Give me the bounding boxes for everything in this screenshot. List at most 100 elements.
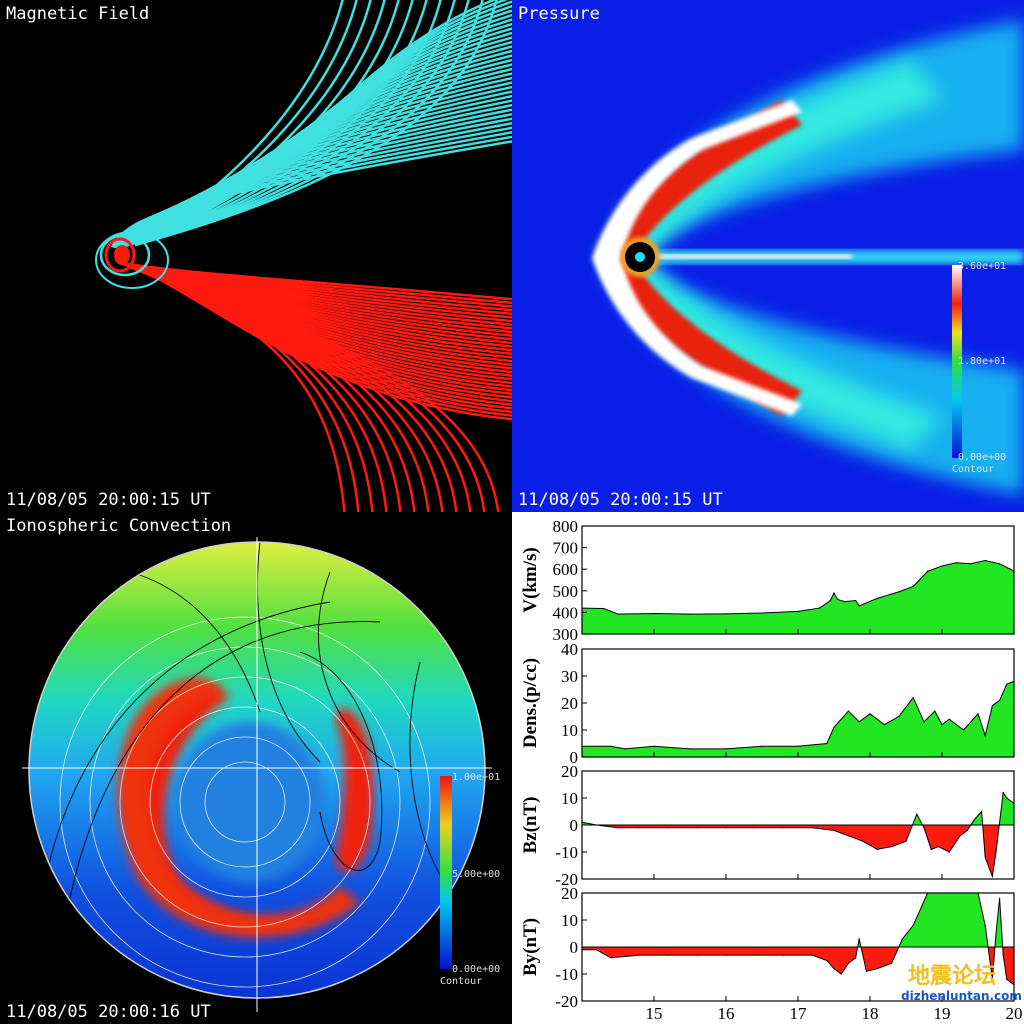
data-point: [869, 713, 871, 715]
magnetic-field-lines: [95, 0, 512, 512]
data-point: [754, 954, 756, 956]
ionosphere-timestamp: 11/08/05 20:00:16 UT: [6, 1002, 211, 1022]
data-point: [991, 978, 993, 980]
data-point: [977, 713, 979, 715]
data-point: [1006, 683, 1008, 685]
data-point: [963, 729, 965, 731]
ionosphere-colorbar-min: 0.00e+00: [452, 964, 500, 975]
north-field-line: [134, 0, 386, 247]
ionospheric-convection-panel: 1.00e+01 5.00e+00 0.00e+00 Contour Ionos…: [0, 512, 512, 1024]
magnetic-field-panel: Magnetic Field 11/08/05 20:00:15 UT: [0, 0, 512, 512]
data-point: [603, 607, 605, 610]
y-axis-label: V(km/s): [520, 547, 541, 612]
data-point: [898, 715, 900, 718]
data-point: [973, 819, 975, 821]
data-point: [811, 827, 813, 829]
north-field-line: [134, 0, 442, 247]
y-tick-label: 500: [553, 582, 579, 601]
data-point: [981, 810, 983, 813]
y-tick-label: 0: [570, 748, 579, 767]
pressure-colorbar-max: 3.60e+01: [958, 261, 1006, 272]
north-field-line: [134, 0, 456, 247]
data-point: [912, 585, 914, 588]
data-point: [876, 968, 878, 970]
data-point: [927, 570, 929, 572]
pressure-colorbar-label: Contour: [952, 464, 994, 475]
north-field-line: [134, 0, 414, 247]
north-field-line: [134, 0, 484, 247]
y-tick-label: 10: [561, 721, 578, 740]
data-point: [999, 897, 1001, 899]
y-tick-label: 400: [553, 603, 579, 622]
ionosphere-colorbar-max: 1.00e+01: [452, 772, 500, 783]
data-point: [667, 954, 669, 956]
positive-area: [582, 893, 1014, 947]
data-point: [797, 610, 799, 612]
subplot-2: -20 -10 0 10 20 Bz(nT): [520, 762, 1015, 889]
y-tick-label: 800: [553, 517, 579, 536]
data-point: [999, 699, 1001, 701]
data-point: [970, 563, 972, 565]
x-tick-label: 19: [934, 1004, 951, 1023]
data-point: [1006, 978, 1008, 980]
north-field-line: [134, 0, 344, 247]
data-point: [837, 598, 839, 601]
data-point: [829, 599, 831, 602]
data-point: [999, 563, 1001, 565]
data-point: [858, 605, 860, 607]
data-point: [833, 968, 835, 970]
north-field-line: [134, 0, 400, 247]
data-point: [783, 954, 785, 956]
ionosphere-colorbar-label: Contour: [440, 976, 482, 987]
y-axis-label: By(nT): [520, 918, 541, 976]
data-point: [930, 848, 932, 850]
data-point: [984, 734, 986, 736]
y-tick-label: 0: [570, 938, 579, 957]
data-point: [883, 724, 885, 726]
data-point: [783, 827, 785, 829]
data-point: [610, 745, 612, 747]
data-point: [948, 851, 950, 853]
negative-area: [582, 825, 1014, 877]
ionosphere-map: 1.00e+01 5.00e+00 0.00e+00 Contour: [22, 537, 500, 1012]
data-point: [898, 591, 900, 593]
series-line: [581, 560, 1015, 615]
north-field-line: [134, 0, 470, 247]
pressure-colorbar-min: 0.00e+00: [958, 452, 1006, 463]
y-tick-label: 300: [553, 625, 579, 644]
data-point: [847, 710, 849, 712]
y-tick-label: 700: [553, 539, 579, 558]
y-tick-label: -20: [555, 870, 578, 889]
data-point: [653, 745, 655, 747]
pressure-map: 3.60e+01 1.80e+01 0.00e+00 Contour: [592, 20, 1024, 495]
data-point: [934, 710, 936, 712]
subplot-0: 300 400 500 600 700 800 V(km/s): [520, 517, 1015, 644]
negative-area: [582, 947, 1014, 985]
data-point: [610, 957, 612, 959]
data-point: [617, 827, 619, 829]
pressure-field: [592, 20, 1024, 495]
x-tick-label: 15: [646, 1004, 663, 1023]
north-field-line: [134, 0, 372, 247]
data-point: [948, 718, 950, 720]
y-axis-label: Bz(nT): [520, 797, 541, 854]
data-point: [617, 613, 619, 615]
earth-marker: [114, 245, 130, 265]
y-tick-label: 30: [561, 667, 578, 686]
data-point: [840, 973, 842, 975]
magnetic-field-timestamp: 11/08/05 20:00:15 UT: [6, 490, 211, 510]
data-point: [844, 601, 846, 603]
ionosphere-disk: [29, 542, 485, 998]
y-axis-label: Dens.(p/cc): [520, 658, 541, 748]
south-field-line: [129, 265, 500, 512]
y-tick-label: 600: [553, 560, 579, 579]
data-point: [865, 970, 867, 972]
data-point: [984, 559, 986, 562]
series-line: [582, 892, 1015, 986]
data-point: [941, 565, 943, 567]
data-point: [1002, 954, 1004, 956]
data-point: [855, 599, 857, 602]
solar-wind-panel: 300 400 500 600 700 800 V(km/s) 0 10 20 30 40 Dens.(…: [512, 512, 1024, 1024]
data-point: [923, 721, 925, 723]
y-tick-label: 10: [561, 911, 578, 930]
